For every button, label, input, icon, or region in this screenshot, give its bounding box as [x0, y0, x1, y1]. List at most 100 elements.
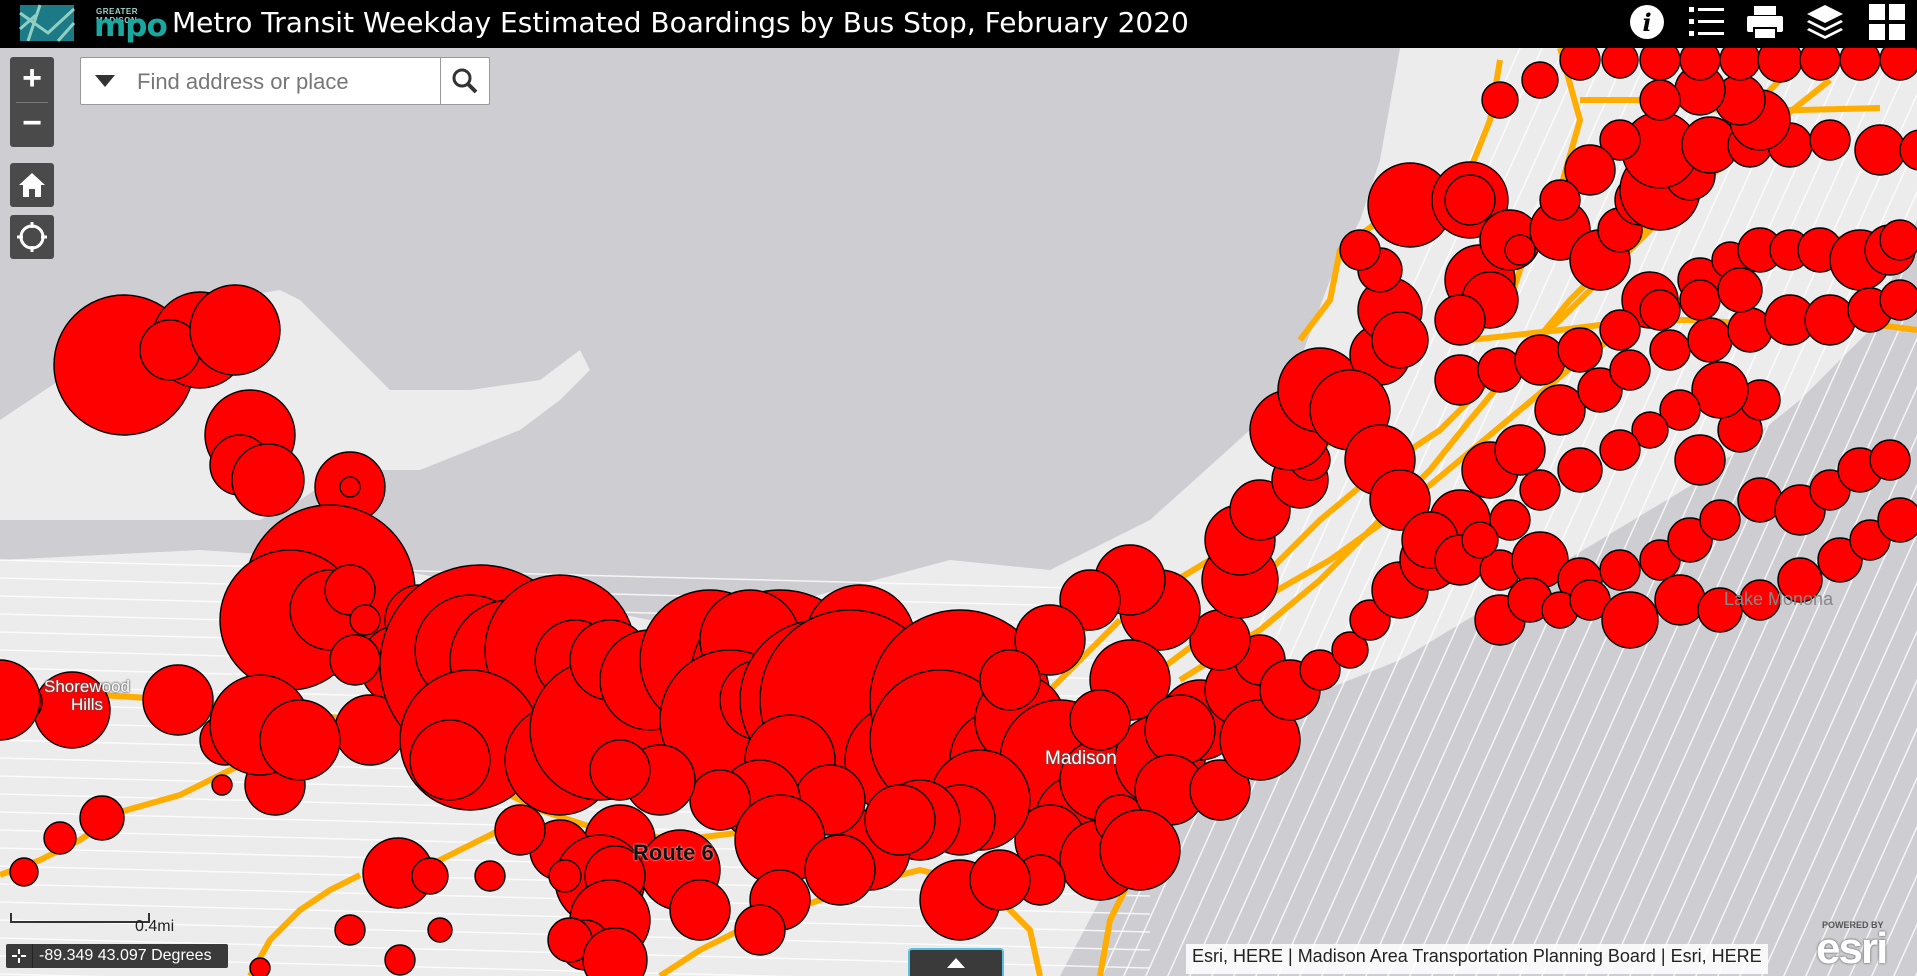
map-canvas[interactable]	[0, 48, 1917, 976]
bus-stop-circle[interactable]	[864, 784, 936, 856]
bus-stop-circle[interactable]	[1339, 229, 1381, 271]
bus-stop-circle[interactable]	[1519, 469, 1561, 511]
bus-stop-circle[interactable]	[1719, 48, 1761, 81]
bus-stop-circle[interactable]	[1557, 327, 1603, 373]
bus-stop-circle[interactable]	[1599, 429, 1641, 471]
bus-stop-circle[interactable]	[0, 659, 41, 741]
bus-stop-circle[interactable]	[1639, 289, 1681, 331]
bus-stop-circle[interactable]	[494, 804, 546, 856]
bus-stop-circle[interactable]	[734, 904, 786, 956]
bus-stop-circle[interactable]	[1599, 549, 1641, 591]
bus-stop-circle[interactable]	[1577, 367, 1623, 413]
attribute-table-toggle[interactable]	[908, 948, 1004, 976]
bus-stop-circle[interactable]	[231, 443, 305, 517]
map-attribution[interactable]: Esri, HERE | Madison Area Transportation…	[1186, 944, 1768, 974]
bus-stop-circle[interactable]	[1559, 48, 1601, 81]
bus-stop-circle[interactable]	[1494, 424, 1546, 476]
bus-stop-circle[interactable]	[1817, 537, 1863, 583]
bus-stop-circle[interactable]	[1144, 694, 1216, 766]
bus-stop-circle[interactable]	[384, 944, 416, 976]
bus-stop-circle[interactable]	[1099, 809, 1181, 891]
bus-stop-circle[interactable]	[329, 634, 381, 686]
bus-stop-circle[interactable]	[1434, 354, 1486, 406]
bus-stop-circle[interactable]	[1481, 81, 1519, 119]
search-source-dropdown[interactable]	[81, 58, 129, 104]
bus-stop-circle[interactable]	[1434, 294, 1486, 346]
bus-stop-circle[interactable]	[1674, 434, 1726, 486]
bus-stop-circle[interactable]	[589, 739, 651, 801]
bus-stop-circle[interactable]	[804, 834, 876, 906]
search-input[interactable]	[135, 66, 499, 98]
bus-stop-circle[interactable]	[1687, 317, 1733, 363]
bus-stop-circle[interactable]	[979, 649, 1041, 711]
legend-list-icon[interactable]	[1684, 0, 1730, 44]
bus-stop-circle[interactable]	[1899, 129, 1917, 171]
bus-stop-circle[interactable]	[9, 857, 39, 887]
search-button[interactable]	[440, 58, 489, 104]
bus-stop-circle[interactable]	[969, 849, 1031, 911]
bus-stop-circle[interactable]	[1557, 447, 1603, 493]
home-button[interactable]	[10, 163, 54, 207]
bus-stop-circle[interactable]	[1189, 759, 1251, 821]
bus-stop-circle[interactable]	[1869, 439, 1911, 481]
bus-stop-circle[interactable]	[1229, 479, 1291, 541]
layers-icon[interactable]	[1802, 0, 1848, 44]
bus-stop-circle[interactable]	[582, 927, 648, 976]
bus-stop-circle[interactable]	[1504, 234, 1536, 266]
bus-stop-circle[interactable]	[1839, 48, 1881, 81]
bus-stop-circle[interactable]	[1069, 689, 1131, 751]
bus-stop-circle[interactable]	[1879, 279, 1917, 321]
map-view[interactable]: Shorewood Hills Madison Lake Monona Rout…	[0, 48, 1917, 976]
bus-stop-circle[interactable]	[1631, 411, 1669, 449]
bus-stop-circle[interactable]	[1534, 384, 1586, 436]
bus-stop-circle[interactable]	[1444, 174, 1496, 226]
bus-stop-circle[interactable]	[1679, 48, 1721, 81]
bus-stop-circle[interactable]	[427, 917, 453, 943]
bus-stop-circle[interactable]	[1521, 61, 1559, 99]
bus-stop-circle[interactable]	[1219, 699, 1301, 781]
bus-stop-circle[interactable]	[1799, 48, 1841, 81]
zoom-out-button[interactable]: −	[22, 104, 42, 142]
bus-stop-circle[interactable]	[1717, 267, 1763, 313]
bus-stop-circle[interactable]	[1649, 329, 1691, 371]
bus-stop-circle[interactable]	[1739, 579, 1781, 621]
bus-stop-circle[interactable]	[1659, 389, 1701, 431]
bus-stop-circle[interactable]	[474, 860, 506, 892]
bus-stop-circle[interactable]	[548, 859, 582, 893]
bus-stop-circle[interactable]	[1809, 119, 1851, 161]
bus-stop-circle[interactable]	[324, 564, 376, 616]
bus-stop-circle[interactable]	[79, 795, 125, 841]
bus-stop-circle[interactable]	[1879, 219, 1917, 261]
bus-stop-circle[interactable]	[1639, 48, 1681, 81]
print-icon[interactable]	[1742, 0, 1788, 44]
basemap-gallery-icon[interactable]	[1864, 0, 1910, 44]
bus-stop-circle[interactable]	[1461, 521, 1499, 559]
bus-stop-circle[interactable]	[1331, 631, 1369, 669]
bus-stop-circle[interactable]	[1879, 48, 1917, 81]
bus-stop-circle[interactable]	[689, 769, 751, 831]
bus-stop-circle[interactable]	[43, 821, 77, 855]
bus-stop-circle[interactable]	[334, 914, 366, 946]
bus-stop-circle[interactable]	[259, 699, 341, 781]
bus-stop-circle[interactable]	[1639, 79, 1681, 121]
bus-stop-circle[interactable]	[1539, 179, 1581, 221]
bus-stop-circle[interactable]	[1609, 349, 1651, 391]
bus-stop-circle[interactable]	[1679, 279, 1721, 321]
esri-logo[interactable]: POWERED BY esri	[1810, 916, 1914, 974]
bus-stop-circle[interactable]	[189, 284, 281, 376]
bus-stop-circle[interactable]	[339, 476, 361, 498]
bus-stop-circle[interactable]	[1299, 649, 1341, 691]
bus-stop-circle[interactable]	[1014, 604, 1086, 676]
bus-stop-circle[interactable]	[1777, 557, 1823, 603]
bus-stop-circle[interactable]	[1667, 517, 1713, 563]
bus-stop-circle[interactable]	[1601, 48, 1639, 79]
bus-stop-circle[interactable]	[1854, 124, 1906, 176]
bus-stop-circle[interactable]	[1564, 144, 1616, 196]
bus-stop-circle[interactable]	[1877, 497, 1917, 543]
bus-stop-circle[interactable]	[1691, 361, 1749, 419]
bus-stop-circle[interactable]	[1699, 499, 1741, 541]
bus-stop-circle[interactable]	[669, 879, 731, 941]
bus-stop-circle[interactable]	[409, 719, 491, 801]
bus-stop-circle[interactable]	[411, 857, 449, 895]
bus-stop-circle[interactable]	[1514, 334, 1566, 386]
